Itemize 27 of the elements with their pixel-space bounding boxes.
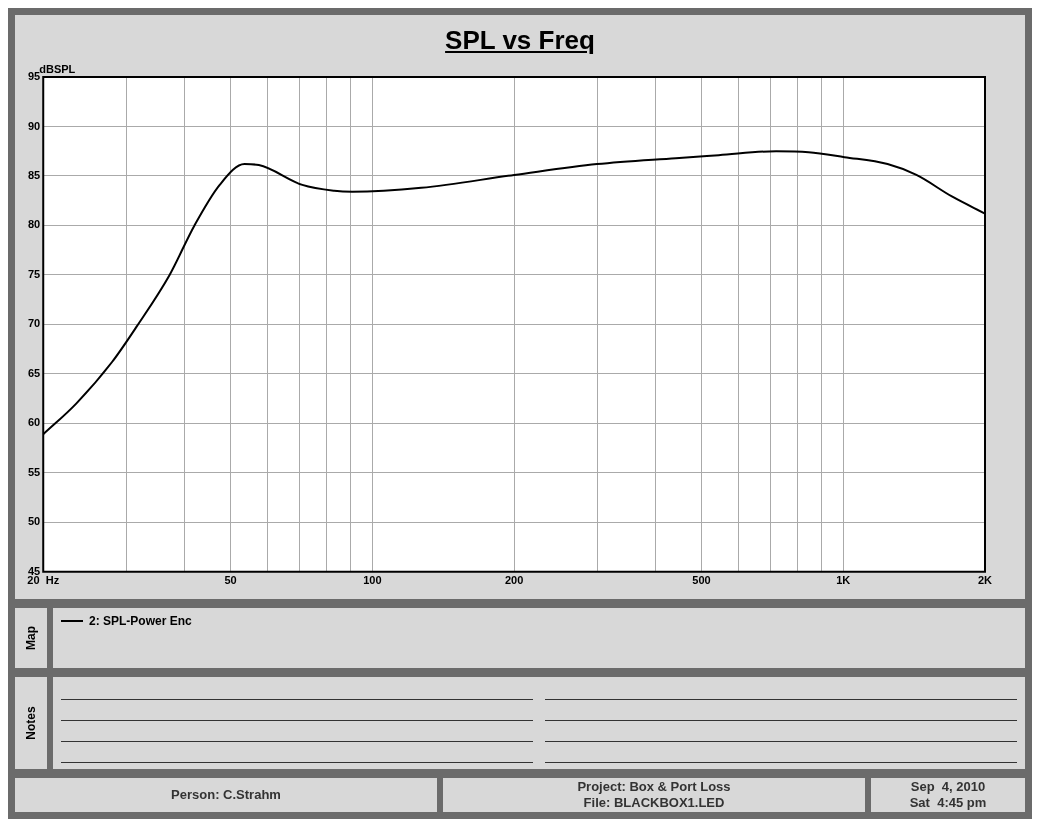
text: Project: Box & Port Loss	[577, 779, 731, 795]
text: Sat 4:45 pm	[909, 795, 987, 811]
y-tick-label: 65	[27, 366, 41, 379]
y-tick-label: 80	[27, 218, 41, 231]
x-tick-label: 100	[363, 574, 382, 587]
y-tick-label: 55	[27, 465, 41, 478]
y-tick-label: 90	[27, 119, 41, 132]
text: Person: C.Strahm	[171, 787, 281, 803]
y-tick-label: 75	[27, 267, 41, 280]
x-tick-label: 200	[504, 574, 524, 587]
x-tick-label: 500	[692, 574, 711, 587]
y-axis-title: dBSPL	[39, 62, 76, 75]
text: File: BLACKBOX1.LED	[583, 795, 725, 811]
x-tick-label: 50	[224, 574, 237, 587]
chart-title: SPL vs Freq	[444, 24, 596, 57]
text: Sep 4, 2010	[910, 779, 986, 795]
y-tick-label: 85	[27, 168, 41, 181]
legend-label: 2: SPL-Power Enc	[89, 614, 192, 628]
x-tick-label: 1K	[836, 574, 851, 587]
y-tick-label: 50	[27, 515, 41, 528]
text: Map	[24, 626, 38, 650]
x-tick-label: 20 Hz	[27, 574, 60, 587]
y-tick-label: 60	[27, 416, 41, 429]
y-tick-label: 45	[27, 564, 41, 577]
y-tick-label: 70	[27, 317, 41, 330]
x-tick-label: 2K	[977, 574, 993, 587]
text: Notes	[24, 706, 38, 740]
